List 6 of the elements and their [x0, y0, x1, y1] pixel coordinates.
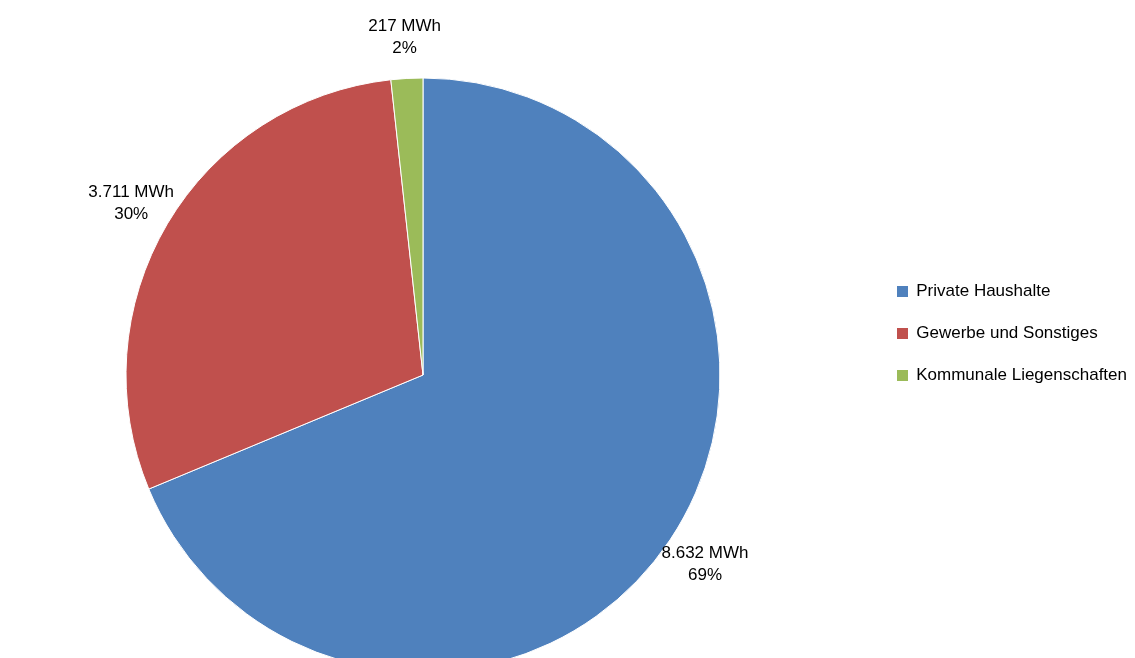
legend-label: Gewerbe und Sonstiges	[916, 323, 1098, 343]
legend-label: Private Haushalte	[916, 281, 1051, 301]
legend-label: Kommunale Liegenschaften	[916, 365, 1127, 385]
data-label: 8.632 MWh 69%	[661, 542, 749, 584]
data-label: 3.711 MWh 30%	[88, 181, 175, 223]
data-label: 217 MWh 2%	[368, 16, 441, 57]
